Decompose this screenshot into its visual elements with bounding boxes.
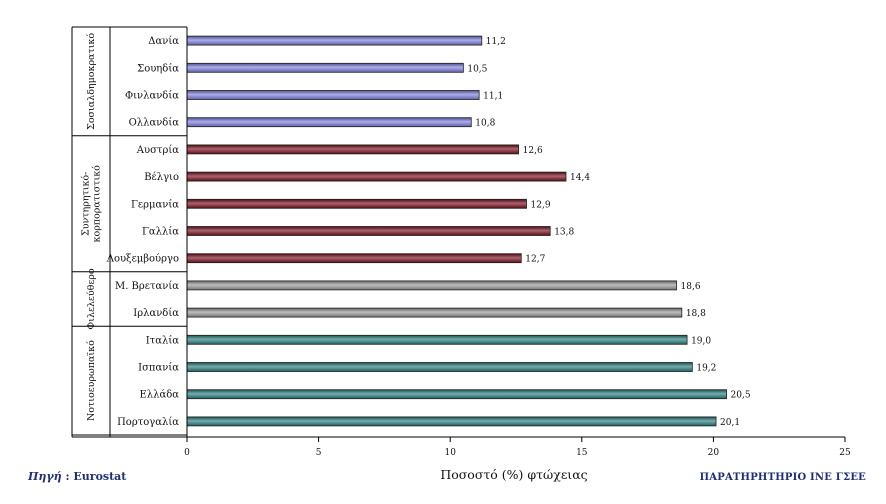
data-label-6: 14,4 — [570, 173, 590, 183]
category-label-11: Ιρλανδία — [133, 308, 179, 319]
data-label-8: 13,8 — [554, 228, 574, 238]
data-label-11: 18,8 — [686, 309, 706, 319]
data-label-4: 10,8 — [475, 119, 495, 129]
bar-7 — [186, 198, 527, 209]
source-note: Πηγή : Eurostat — [28, 470, 126, 483]
category-label-10: Μ. Βρετανία — [115, 281, 179, 292]
bar-2 — [186, 62, 464, 73]
bar-13 — [186, 362, 693, 372]
data-label-14: 20,5 — [731, 391, 751, 401]
group-label-2-line1: Συντηρητικό- — [81, 172, 92, 236]
category-label-4: Ολλανδία — [129, 118, 180, 129]
category-label-7: Γερμανία — [131, 199, 179, 210]
x-tick-label-3: 10 — [444, 448, 456, 458]
bar-3 — [186, 90, 480, 100]
bar-9 — [186, 253, 522, 264]
bar-6 — [186, 171, 567, 182]
category-label-13: Ισπανία — [138, 363, 179, 374]
source-value: : Eurostat — [65, 470, 127, 483]
category-label-1: Δανία — [148, 36, 179, 47]
data-label-1: 11,2 — [486, 37, 506, 47]
group-label-4: Νοτιοευρωπαϊκό — [86, 340, 97, 421]
bar-5 — [186, 144, 520, 155]
bar-15 — [186, 416, 717, 427]
x-tick-label-2: 5 — [316, 448, 322, 458]
x-tick-label-5: 20 — [708, 448, 720, 458]
x-tick-label-4: 15 — [576, 448, 588, 458]
group-label-3: Φιλελεύθερο — [86, 268, 97, 329]
data-label-12: 19,0 — [691, 336, 711, 346]
data-label-13: 19,2 — [696, 364, 716, 374]
x-tick-label-6: 25 — [839, 448, 851, 458]
data-label-15: 20,1 — [720, 418, 740, 428]
category-label-5: Αυστρία — [136, 145, 179, 156]
data-label-2: 10,5 — [467, 64, 487, 74]
data-label-10: 18,6 — [681, 282, 701, 292]
category-label-15: Πορτογαλία — [117, 417, 179, 428]
bar-14 — [186, 389, 727, 400]
group-label-1: Σοσιαλδημοκρατικό — [86, 33, 97, 130]
data-label-7: 12,9 — [531, 200, 551, 210]
bar-12 — [186, 334, 688, 345]
bar-11 — [186, 307, 683, 318]
data-label-9: 12,7 — [525, 255, 545, 265]
category-label-14: Ελλάδα — [139, 390, 179, 401]
footer-organization: ΠΑΡΑΤΗΡΗΤΗΡΙΟ ΙΝΕ ΓΣΕΕ — [699, 472, 866, 483]
category-label-8: Γαλλία — [142, 227, 179, 238]
bar-1 — [186, 35, 483, 46]
category-label-9: Λουξεμβούργο — [106, 254, 179, 265]
source-label: Πηγή — [28, 470, 62, 483]
data-label-3: 11,1 — [483, 92, 503, 102]
category-label-3: Φινλανδία — [125, 91, 179, 102]
group-label-2-line2: κορπορατιστικό — [92, 165, 103, 243]
data-label-5: 12,6 — [523, 146, 543, 156]
bar-8 — [186, 226, 551, 236]
bar-4 — [186, 117, 472, 128]
x-axis-title: Ποσοστό (%) φτώχειας — [440, 467, 587, 482]
category-label-2: Σουηδία — [137, 63, 179, 74]
x-tick-label-1: 0 — [184, 448, 190, 458]
category-label-6: Βέλγιο — [144, 172, 179, 183]
category-label-12: Ιταλία — [146, 335, 179, 346]
bar-10 — [186, 280, 677, 291]
